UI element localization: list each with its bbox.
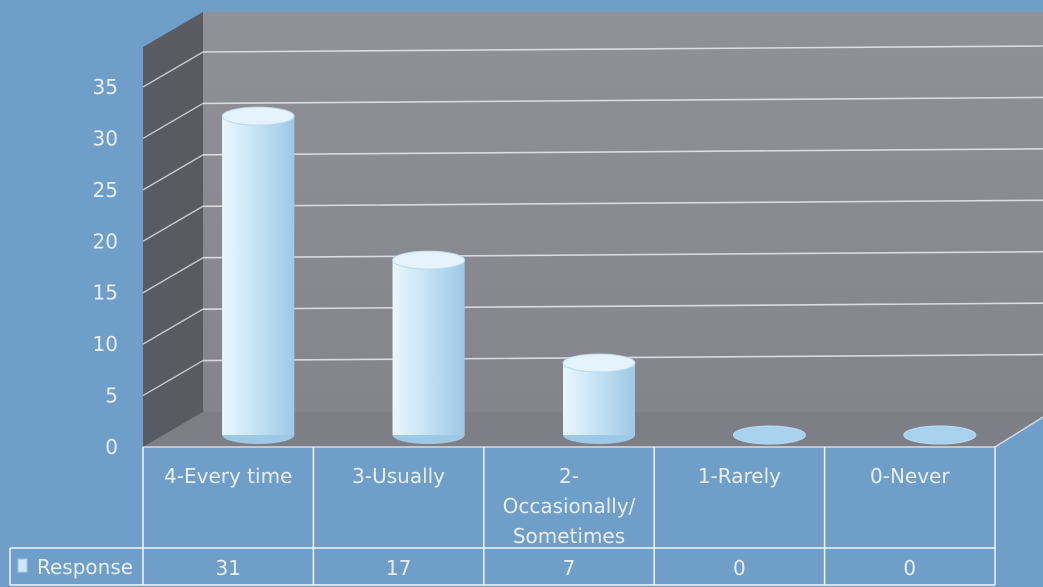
bars bbox=[221, 106, 977, 445]
y-tick-label: 15 bbox=[93, 281, 118, 305]
bar-top bbox=[903, 425, 977, 445]
category-label: 0-Never bbox=[870, 464, 950, 488]
bar bbox=[732, 425, 806, 445]
gridline-side bbox=[142, 359, 204, 397]
category-label-line: 3-Usually bbox=[352, 464, 445, 488]
category-label-line: 0-Never bbox=[870, 464, 950, 488]
bar-top bbox=[392, 250, 466, 270]
gridline bbox=[202, 199, 1043, 208]
y-tick-label: 30 bbox=[93, 126, 118, 150]
bar-top bbox=[732, 425, 806, 445]
bar bbox=[392, 250, 466, 444]
gridline bbox=[202, 250, 1043, 259]
gridline-side bbox=[142, 257, 204, 294]
bar-top bbox=[562, 353, 636, 373]
y-tick-label: 25 bbox=[93, 178, 118, 202]
bar-body-front bbox=[222, 116, 295, 436]
data-table: 4-Every time 3-Usually 2- Occasionally/Some… bbox=[9, 447, 996, 586]
category-label-line: 4-Every time bbox=[164, 464, 292, 488]
gridline bbox=[202, 302, 1043, 310]
category-label-line: Occasionally/ bbox=[503, 494, 636, 518]
y-tick-label: 0 bbox=[105, 435, 118, 459]
gridline bbox=[202, 45, 1043, 53]
series-name: Response bbox=[37, 555, 133, 579]
bar bbox=[562, 353, 636, 444]
value-labels: 31 17 7 0 0 bbox=[215, 556, 916, 580]
legend-swatch bbox=[17, 558, 28, 573]
y-tick-label: 35 bbox=[93, 75, 118, 99]
bar-body-front bbox=[392, 260, 465, 435]
plot-area bbox=[142, 12, 1043, 448]
side-wall bbox=[143, 12, 203, 447]
category-label-line: Sometimes bbox=[513, 524, 625, 548]
floor-edge bbox=[994, 416, 1043, 448]
category-label: 2- Occasionally/Sometimes bbox=[503, 464, 636, 548]
gridline-side bbox=[142, 154, 204, 191]
gridline-side bbox=[142, 51, 204, 88]
value-label: 0 bbox=[733, 556, 746, 580]
value-label: 17 bbox=[386, 556, 411, 580]
gridline-side bbox=[142, 102, 204, 140]
category-labels: 4-Every time 3-Usually 2- Occasionally/Some… bbox=[164, 464, 950, 548]
gridline-side bbox=[142, 205, 204, 242]
legend-cell: Response bbox=[17, 555, 133, 579]
y-axis: 0 5 10 15 20 25 30 35 bbox=[93, 75, 118, 459]
bar bbox=[221, 106, 295, 444]
value-label: 0 bbox=[903, 556, 916, 580]
table-grid-lines bbox=[9, 447, 996, 586]
gridline-side bbox=[142, 308, 204, 345]
gridline bbox=[202, 148, 1043, 156]
category-label: 1-Rarely bbox=[698, 464, 781, 488]
value-label: 7 bbox=[563, 556, 576, 580]
category-label: 4-Every time bbox=[164, 464, 292, 488]
back-wall bbox=[203, 12, 1043, 412]
gridline bbox=[202, 96, 1043, 105]
y-tick-label: 10 bbox=[93, 332, 118, 356]
y-tick-label: 5 bbox=[105, 384, 118, 408]
category-label: 3-Usually bbox=[352, 464, 445, 488]
bar bbox=[903, 425, 977, 445]
bar-body-front bbox=[563, 363, 635, 435]
category-label-line: 2- bbox=[559, 464, 579, 488]
bar-top bbox=[221, 106, 295, 126]
y-tick-label: 20 bbox=[93, 229, 118, 253]
category-label-line: 1-Rarely bbox=[698, 464, 781, 488]
value-label: 31 bbox=[215, 556, 240, 580]
